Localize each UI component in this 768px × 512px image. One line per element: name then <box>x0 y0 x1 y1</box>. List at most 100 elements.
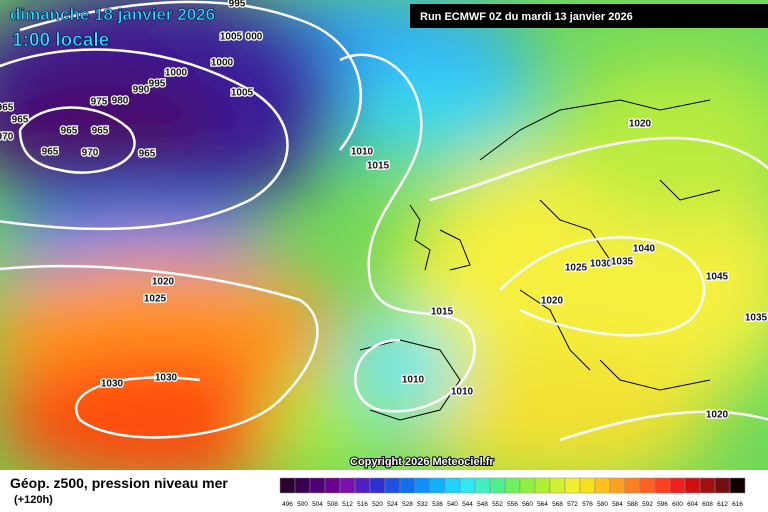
isobar-label: 965 <box>139 149 156 160</box>
isobar-label: 990 <box>133 85 150 96</box>
isobar-label: 1010 <box>451 387 474 398</box>
isobar <box>0 265 319 439</box>
scale-label: 548 <box>477 501 488 508</box>
map-time: 1:00 locale <box>12 30 109 51</box>
isobar-label: 975 <box>91 97 108 108</box>
scale-label: 572 <box>567 501 578 508</box>
scale-swatch <box>519 477 536 494</box>
isobar-label: 965 <box>92 126 109 137</box>
isobar-label: 1005 <box>220 32 243 43</box>
isobar-label: 1010 <box>402 375 425 386</box>
scale-swatch <box>444 477 461 494</box>
coastline <box>359 99 721 421</box>
scale-swatch <box>684 477 701 494</box>
scale-label: 524 <box>387 501 398 508</box>
isobar-label: 1020 <box>152 277 175 288</box>
isobar-label: 1045 <box>706 272 729 283</box>
isobar-label: 1015 <box>431 307 454 318</box>
scale-label: 564 <box>537 501 548 508</box>
isobar-label: 1025 <box>144 294 167 305</box>
scale-swatch <box>594 477 611 494</box>
scale-label: 556 <box>507 501 518 508</box>
map-title: dimanche 18 janvier 2026 <box>10 5 215 24</box>
scale-label: 516 <box>357 501 368 508</box>
scale-swatch <box>549 477 566 494</box>
scale-label: 600 <box>672 501 683 508</box>
isobar-label: 1030 <box>590 259 613 270</box>
isobar <box>339 53 476 413</box>
legend-title: Géop. z500, pression niveau mer <box>10 475 228 491</box>
scale-label: 536 <box>432 501 443 508</box>
scale-swatch <box>459 477 476 494</box>
isobar-label: 995 <box>229 0 246 10</box>
isobar-label: 965 <box>42 147 59 158</box>
scale-label: 508 <box>327 501 338 508</box>
scale-label: 540 <box>447 501 458 508</box>
scale-swatch <box>489 477 506 494</box>
scale-swatch <box>279 477 296 494</box>
scale-label: 568 <box>552 501 563 508</box>
isobar-label: 000 <box>246 32 263 43</box>
scale-label: 608 <box>702 501 713 508</box>
scale-label: 520 <box>372 501 383 508</box>
scale-label: 592 <box>642 501 653 508</box>
isobar-label: 1020 <box>706 410 729 421</box>
scale-swatch <box>354 477 371 494</box>
map-field <box>0 0 768 470</box>
legend-subtitle: (+120h) <box>14 494 53 506</box>
scale-swatch <box>534 477 551 494</box>
scale-label: 596 <box>657 501 668 508</box>
run-box <box>410 4 768 28</box>
scale-label: 584 <box>612 501 623 508</box>
scale-swatch <box>624 477 641 494</box>
scale-swatch <box>399 477 416 494</box>
scale-swatch <box>429 477 446 494</box>
isobar-label: 1020 <box>541 296 564 307</box>
isobar-label: 965 <box>0 103 14 114</box>
scale-swatch <box>414 477 431 494</box>
isobar-label: 1030 <box>155 373 178 384</box>
run-info: Run ECMWF 0Z du mardi 13 janvier 2026 <box>420 11 633 23</box>
scale-label: 504 <box>312 501 323 508</box>
scale-label: 552 <box>492 501 503 508</box>
isobar-label: 980 <box>112 96 129 107</box>
scale-swatch <box>564 477 581 494</box>
scale-swatch <box>579 477 596 494</box>
scale-swatch <box>504 477 521 494</box>
isobar-label: 1010 <box>351 147 374 158</box>
scale-swatch <box>699 477 716 494</box>
scale-label: 612 <box>717 501 728 508</box>
scale-swatch <box>669 477 686 494</box>
copyright: Copyright 2026 Meteociel.fr <box>350 456 494 468</box>
isobar-label: 1035 <box>745 313 768 324</box>
isobar <box>0 48 289 231</box>
scale-swatch <box>714 477 731 494</box>
isobar-label: 1005 <box>231 88 254 99</box>
scale-swatch <box>324 477 341 494</box>
scale-swatch <box>309 477 326 494</box>
scale-label: 616 <box>732 501 743 508</box>
isobar-label: 1000 <box>211 58 234 69</box>
scale-swatch <box>339 477 356 494</box>
isobar <box>499 236 706 337</box>
isobar-label: 1015 <box>367 161 390 172</box>
isobar <box>559 410 768 442</box>
isobar-label: 1035 <box>611 257 634 268</box>
scale-label: 604 <box>687 501 698 508</box>
scale-label: 500 <box>297 501 308 508</box>
scale-swatch <box>609 477 626 494</box>
scale-swatch <box>384 477 401 494</box>
isobar <box>18 106 136 174</box>
isobar-label: 970 <box>82 148 99 159</box>
scale-label: 588 <box>627 501 638 508</box>
scale-label: 512 <box>342 501 353 508</box>
scale-label: 528 <box>402 501 413 508</box>
isobar-label: 1020 <box>629 119 652 130</box>
scale-swatch <box>729 477 746 494</box>
isobar-label: 995 <box>149 79 166 90</box>
scale-swatch <box>639 477 656 494</box>
scale-swatch <box>654 477 671 494</box>
scale-swatch <box>369 477 386 494</box>
isobar-label: 1025 <box>565 263 588 274</box>
